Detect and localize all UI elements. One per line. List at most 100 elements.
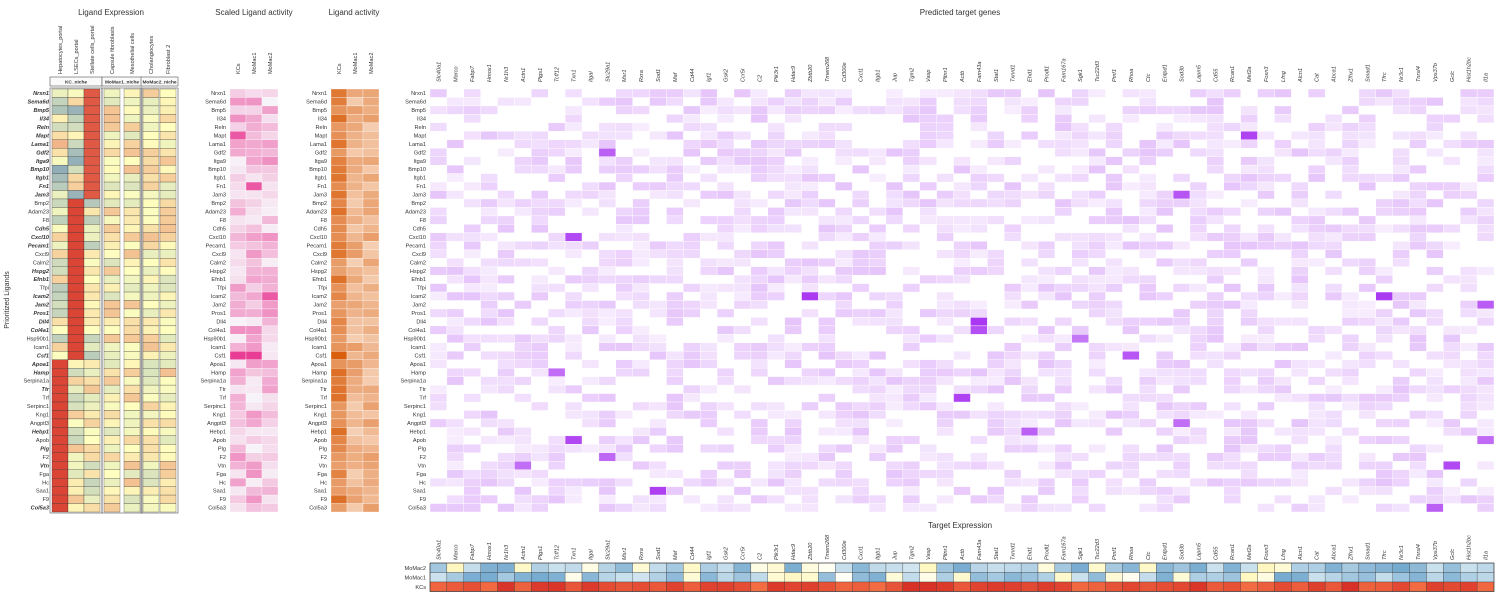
target-gene-cell: [1139, 452, 1157, 462]
ligand-activity-cell: [362, 503, 380, 513]
target-gene-cell: [767, 334, 785, 343]
target-gene-cell: [497, 418, 515, 428]
target-gene-cell: [1375, 88, 1393, 98]
target-gene-cell: [767, 376, 785, 386]
target-gene-cell: [1308, 376, 1326, 386]
target-gene-cell: [1460, 342, 1478, 352]
target-gene-cell: [885, 291, 904, 301]
target-gene-cell: [1122, 274, 1140, 284]
target-gene-cell: [666, 131, 684, 140]
ligand-expression-cell: [123, 232, 141, 242]
target-gene-cell: [581, 207, 600, 217]
target-gene-cell: [564, 351, 583, 360]
target-ligand-label: Apoa1: [410, 362, 426, 368]
scaled-activity-ligand-label: Efnb1: [211, 277, 226, 283]
target-expression-cell: [548, 572, 566, 583]
target-gene-cell: [716, 401, 735, 411]
target-expression-cell: [598, 581, 616, 592]
ligand-activity-cell: [330, 376, 348, 386]
scaled-activity-cell: [261, 317, 279, 327]
target-gene-cell: [1443, 241, 1461, 250]
ligand-expression-cell: [103, 249, 121, 259]
target-gene-cell: [1460, 401, 1478, 411]
target-gene-cell: [750, 342, 768, 352]
target-gene-cell: [818, 317, 836, 327]
target-gene-cell: [463, 88, 481, 98]
target-gene-cell: [666, 300, 684, 310]
ligand-activity-ligand-label: Csf1: [315, 353, 327, 359]
ligand-expression-cell: [83, 469, 101, 479]
target-gene-label: Igf1: [707, 73, 713, 82]
target-gene-cell: [1358, 359, 1376, 369]
target-expression-cell: [1054, 572, 1072, 583]
target-gene-cell: [1257, 367, 1275, 377]
target-gene-cell: [531, 317, 549, 327]
ligand-activity-cell: [346, 359, 364, 369]
ligand-activity-cell: [362, 461, 380, 470]
target-gene-label: Txnrd1: [1011, 65, 1017, 82]
ligand-activity-cell: [330, 105, 348, 115]
target-expression-gene-label: Il1a: [1484, 551, 1490, 560]
predicted-targets-title: Predicted target genes: [920, 8, 1001, 17]
target-expression-cell: [700, 572, 718, 583]
target-gene-cell: [1426, 367, 1444, 377]
target-gene-cell: [767, 266, 785, 276]
target-gene-cell: [666, 181, 684, 191]
target-gene-cell: [1460, 393, 1478, 403]
target-gene-cell: [548, 232, 566, 242]
target-gene-cell: [666, 359, 684, 369]
ligand-expression-cell: [67, 317, 85, 327]
ligand-expression-cell: [123, 181, 141, 191]
target-gene-cell: [1392, 249, 1410, 259]
target-gene-cell: [1324, 207, 1343, 217]
ligand-expression-cell: [159, 418, 177, 428]
target-gene-cell: [1358, 300, 1376, 310]
target-expression-cell: [683, 562, 701, 573]
target-gene-cell: [1139, 156, 1157, 166]
target-gene-cell: [1088, 114, 1106, 124]
scaled-activity-cell: [245, 139, 263, 149]
target-gene-cell: [919, 114, 937, 124]
scaled-activity-ligand-label: Angptl3: [207, 421, 226, 427]
target-gene-cell: [801, 181, 819, 191]
target-gene-cell: [1240, 342, 1258, 352]
target-gene-cell: [615, 88, 633, 98]
target-gene-cell: [1037, 139, 1056, 149]
target-expression-cell: [632, 581, 650, 592]
target-gene-cell: [1088, 300, 1106, 310]
target-gene-cell: [700, 88, 718, 98]
target-gene-cell: [902, 477, 920, 487]
target-gene-cell: [598, 376, 616, 386]
target-gene-cell: [564, 410, 583, 420]
target-gene-cell: [1004, 317, 1022, 327]
ligand-expression-cell: [67, 427, 85, 437]
target-gene-cell: [1392, 190, 1410, 200]
ligand-activity-cell: [362, 148, 380, 157]
ligand-expression-cell: [51, 452, 69, 462]
target-gene-cell: [1274, 241, 1292, 250]
ligand-expression-cell: [103, 164, 121, 174]
target-gene-cell: [649, 181, 667, 191]
target-gene-cell: [1088, 241, 1106, 250]
target-gene-cell: [531, 148, 549, 157]
target-gene-label: Tgm2: [909, 67, 915, 82]
target-gene-cell: [1088, 198, 1106, 208]
target-ligand-label: Gdf2: [414, 150, 426, 156]
scaled-activity-cell: [261, 156, 279, 166]
target-gene-cell: [1341, 207, 1360, 217]
target-expression-cell: [1460, 581, 1478, 592]
target-gene-cell: [970, 266, 988, 276]
target-gene-cell: [480, 410, 498, 420]
ligand-expression-cell: [51, 393, 69, 403]
target-gene-cell: [936, 114, 954, 124]
target-gene-cell: [497, 97, 515, 107]
target-gene-cell: [1189, 198, 1208, 208]
ligand-expression-cell: [51, 342, 69, 352]
target-gene-cell: [446, 97, 464, 107]
ligand-activity-cell: [330, 241, 348, 250]
target-gene-cell: [615, 97, 633, 107]
target-gene-cell: [902, 384, 920, 394]
target-gene-cell: [868, 452, 887, 462]
ligand-activity-cell: [362, 249, 380, 259]
target-gene-cell: [1223, 224, 1241, 234]
